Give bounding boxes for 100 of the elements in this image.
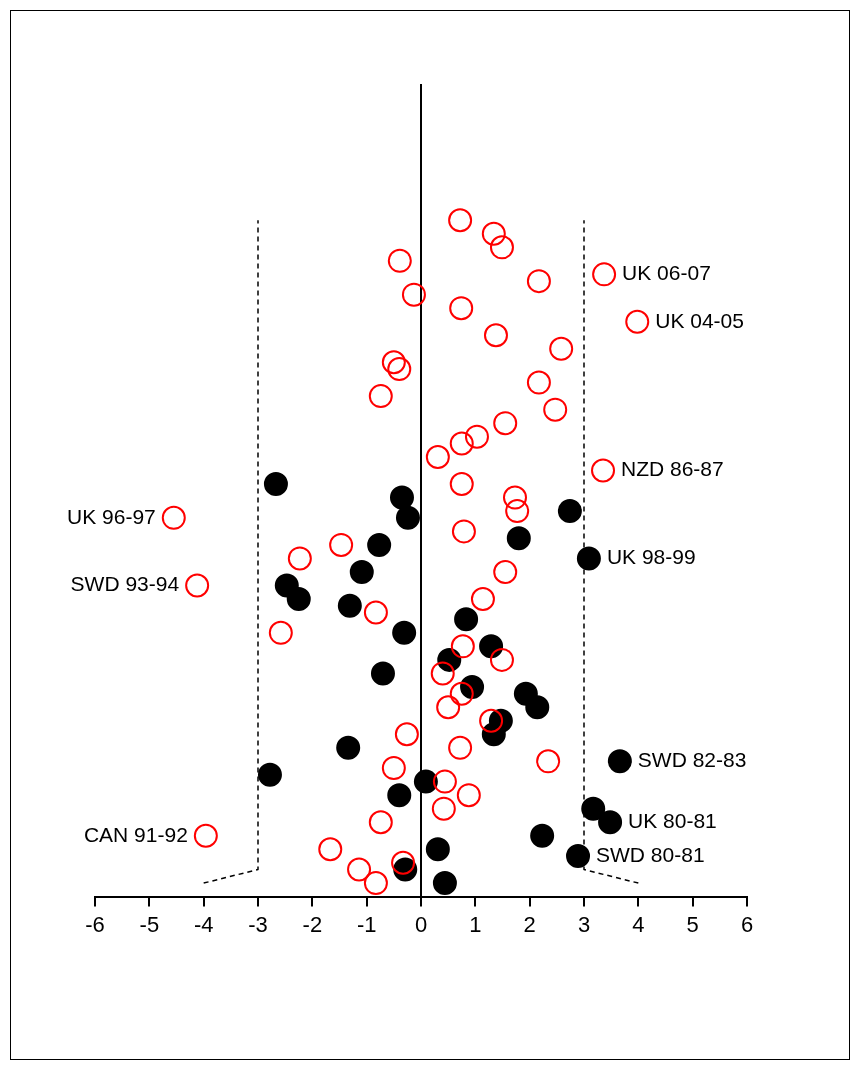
point <box>413 769 438 794</box>
point <box>525 695 550 720</box>
point <box>370 661 395 686</box>
point <box>489 235 514 260</box>
x-tick-label: 5 <box>686 911 699 937</box>
point <box>506 526 531 551</box>
point <box>387 248 412 273</box>
point <box>395 505 420 530</box>
point <box>363 871 388 896</box>
point <box>381 350 406 375</box>
point <box>505 499 530 524</box>
x-tick-label: -5 <box>139 911 160 937</box>
point <box>367 532 392 557</box>
x-tick-label: -4 <box>193 911 214 937</box>
x-tick-label: 4 <box>632 911 645 937</box>
x-tick-label: -6 <box>85 911 105 937</box>
point <box>464 424 489 449</box>
x-tick-label: 2 <box>523 911 536 937</box>
point <box>449 296 474 321</box>
point <box>286 587 311 612</box>
point <box>530 823 555 848</box>
x-tick-label: -1 <box>356 911 377 937</box>
point <box>454 607 479 632</box>
point <box>432 769 457 794</box>
x-tick-label: 1 <box>469 911 482 937</box>
point <box>161 505 186 530</box>
annotation: CAN 91-92 <box>83 822 188 846</box>
point <box>336 735 361 760</box>
x-tick-label: 6 <box>740 911 754 937</box>
point <box>436 695 461 720</box>
point <box>581 796 606 821</box>
point <box>363 600 388 625</box>
point <box>549 336 574 361</box>
point <box>392 620 417 645</box>
annotation: UK 06-07 <box>622 261 711 285</box>
point <box>448 735 473 760</box>
point <box>347 857 372 882</box>
point <box>526 370 551 395</box>
point <box>479 634 504 659</box>
point <box>349 559 374 584</box>
point <box>456 783 481 808</box>
point <box>287 546 312 571</box>
point <box>576 546 601 571</box>
point <box>268 620 293 645</box>
point <box>493 559 518 584</box>
point <box>257 762 282 787</box>
annotation: NZD 86-87 <box>621 457 724 481</box>
annotation: UK 04-05 <box>655 308 744 332</box>
point <box>592 262 617 287</box>
point <box>337 593 362 618</box>
point <box>387 357 412 382</box>
point <box>318 837 343 862</box>
point <box>389 485 414 510</box>
annotation: UK 80-81 <box>628 809 717 832</box>
point <box>483 323 508 348</box>
point <box>185 573 210 598</box>
point <box>425 444 450 469</box>
point <box>387 783 412 808</box>
point <box>430 661 455 686</box>
point <box>481 221 506 246</box>
point <box>193 823 218 848</box>
point <box>394 722 419 747</box>
point <box>449 681 474 706</box>
point <box>598 810 623 835</box>
point <box>591 458 616 483</box>
point <box>425 837 450 862</box>
point <box>557 499 582 524</box>
point <box>503 485 527 510</box>
point <box>431 796 456 821</box>
point <box>449 431 474 456</box>
point <box>526 269 551 294</box>
point <box>329 532 354 557</box>
annotation: UK 96-97 <box>67 504 156 528</box>
annotation: SWD 93-94 <box>70 572 180 596</box>
point <box>381 756 406 781</box>
point <box>493 411 518 436</box>
point <box>368 810 393 835</box>
annotation: SWD 80-81 <box>596 842 705 866</box>
point <box>451 519 476 544</box>
point <box>368 384 393 409</box>
x-tick-label: -2 <box>302 911 323 937</box>
point <box>536 749 561 774</box>
point <box>470 587 495 612</box>
point <box>489 647 514 672</box>
point <box>391 850 416 875</box>
x-tick-label: -3 <box>248 911 268 937</box>
x-tick-label: 0 <box>414 911 428 937</box>
point <box>625 309 650 334</box>
point <box>607 749 632 774</box>
point <box>401 282 426 307</box>
annotation: UK 98-99 <box>606 545 696 569</box>
annotation: SWD 82-83 <box>637 748 747 772</box>
point <box>432 871 457 896</box>
point <box>450 634 475 659</box>
point <box>566 844 591 869</box>
point <box>479 708 504 733</box>
point <box>263 472 288 497</box>
point <box>448 208 473 233</box>
x-tick-label: 3 <box>577 911 591 937</box>
point <box>543 397 568 422</box>
